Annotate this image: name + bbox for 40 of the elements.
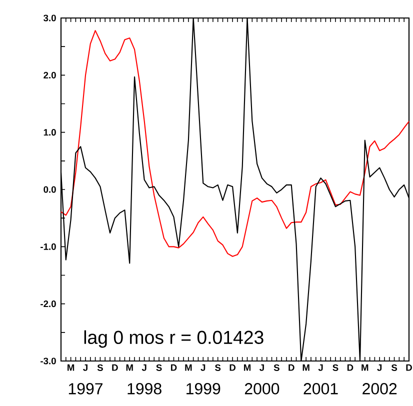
y-tick-label: 2.0 xyxy=(44,72,56,78)
text: 1999 xyxy=(186,383,220,394)
annotation: lag 0 mos r = 0.01423 xyxy=(84,330,264,348)
x-tick-label: J xyxy=(83,364,88,371)
y-tick-label: -1.0 xyxy=(40,243,56,250)
x-tick-label: M xyxy=(126,364,133,371)
text: 2002 xyxy=(362,383,397,394)
x-tick-label: D xyxy=(170,364,177,371)
x-tick-label: S xyxy=(215,364,221,371)
x-tick-label: M xyxy=(302,364,310,371)
x-tick-label: S xyxy=(156,364,162,371)
x-tick-label: J xyxy=(260,364,264,371)
x-tick-label: M xyxy=(185,364,192,371)
text: 2000 xyxy=(244,383,280,394)
text: 2001 xyxy=(304,383,338,394)
x-tick-label: S xyxy=(274,364,280,371)
x-tick-label: D xyxy=(406,364,412,371)
x-tick-label: D xyxy=(230,364,236,371)
x-tick-label: J xyxy=(318,364,323,371)
x-tick-label: S xyxy=(391,364,398,371)
x-tick-label: D xyxy=(112,364,118,371)
text: 1997 xyxy=(68,383,102,394)
y-tick-label: 1.0 xyxy=(44,129,56,136)
x-tick-label: J xyxy=(200,364,206,371)
x-tick-label: S xyxy=(332,364,338,371)
y-tick-label: -3.0 xyxy=(40,358,56,364)
x-tick-label: D xyxy=(347,364,354,371)
x-tick-label: J xyxy=(142,364,146,371)
line-series xyxy=(60,17,410,362)
text: 1998 xyxy=(128,383,162,394)
line-series xyxy=(60,30,410,257)
x-tick-label: M xyxy=(68,364,74,371)
x-tick-label: J xyxy=(377,364,382,371)
y-tick-label: 0.0 xyxy=(44,186,56,193)
x-tick-label: S xyxy=(97,364,103,371)
x-tick-label: D xyxy=(288,364,294,371)
x-tick-label: M xyxy=(362,364,368,371)
y-tick-label: 3.0 xyxy=(44,14,56,22)
x-tick-label: M xyxy=(244,364,251,371)
y-tick-label: -2.0 xyxy=(40,300,56,308)
